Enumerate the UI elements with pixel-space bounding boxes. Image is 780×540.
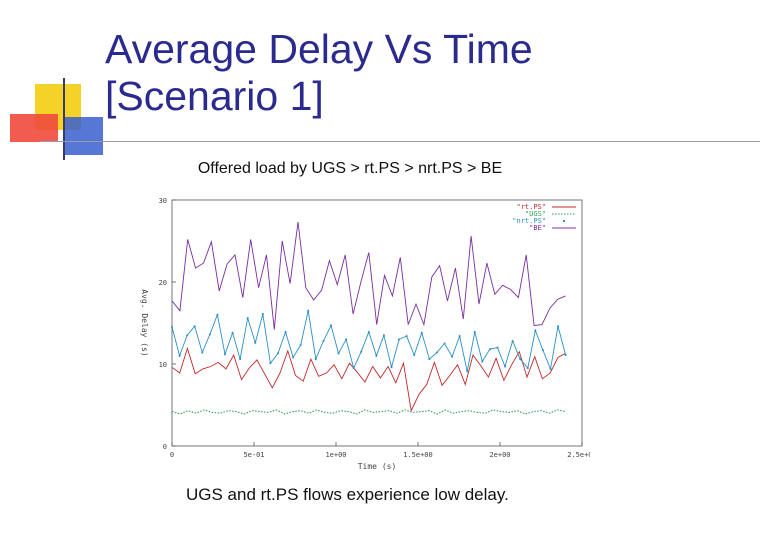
y-tick-label: 20	[159, 279, 167, 287]
data-point-nrt-ps	[246, 317, 249, 319]
delay-chart: 0 5e-01 1e+00 1.5e+00 2e+00 2.5e+00 0 10 20 30 Tim…	[140, 197, 590, 470]
data-point-nrt-ps	[277, 352, 279, 355]
data-point-nrt-ps	[178, 354, 181, 357]
data-point-nrt-ps	[360, 350, 363, 353]
data-point-nrt-ps	[519, 358, 522, 360]
data-point-nrt-ps	[489, 348, 491, 351]
deco-red-square	[10, 114, 58, 142]
x-tick-label: 0	[170, 451, 174, 459]
deco-blue-square	[63, 117, 103, 155]
data-point-nrt-ps	[292, 356, 295, 359]
data-point-nrt-ps	[526, 367, 529, 369]
data-point-nrt-ps	[284, 331, 287, 333]
legend-swatch-nrt-ps	[563, 220, 565, 222]
data-point-nrt-ps	[564, 354, 567, 356]
data-point-nrt-ps	[261, 313, 264, 315]
data-point-nrt-ps	[367, 331, 370, 333]
data-point-nrt-ps	[481, 360, 484, 363]
y-axis-label: Avg. Delay (s)	[140, 289, 149, 356]
data-point-nrt-ps	[375, 354, 378, 357]
data-point-nrt-ps	[337, 352, 340, 355]
series-line-nrt-ps	[171, 310, 567, 372]
data-point-nrt-ps	[473, 331, 476, 333]
data-point-nrt-ps	[413, 354, 416, 356]
data-point-nrt-ps	[549, 368, 552, 370]
legend-label-ugs: "UGS"	[525, 210, 546, 218]
data-point-nrt-ps	[307, 309, 310, 312]
data-point-nrt-ps	[405, 335, 408, 338]
data-point-nrt-ps	[504, 365, 506, 368]
data-point-nrt-ps	[239, 358, 242, 360]
legend-label-be: "BE"	[529, 224, 546, 232]
series-line-be	[171, 222, 566, 330]
slide-title-line1: Average Delay Vs Time	[105, 26, 533, 72]
data-point-nrt-ps	[511, 340, 514, 342]
data-point-nrt-ps	[254, 341, 257, 344]
data-point-nrt-ps	[231, 331, 234, 334]
data-point-nrt-ps	[186, 334, 189, 337]
data-point-nrt-ps	[443, 342, 446, 345]
data-point-nrt-ps	[314, 358, 317, 360]
data-point-nrt-ps	[541, 349, 544, 351]
data-point-nrt-ps	[269, 362, 272, 365]
data-point-nrt-ps	[420, 331, 423, 334]
deco-vertical-line	[63, 78, 65, 160]
x-tick-label: 2e+00	[489, 451, 510, 459]
data-point-nrt-ps	[208, 333, 211, 336]
data-point-nrt-ps	[390, 366, 393, 369]
y-tick-label: 30	[159, 197, 167, 205]
data-point-nrt-ps	[398, 338, 400, 341]
data-point-nrt-ps	[451, 355, 453, 358]
data-point-nrt-ps	[330, 324, 332, 327]
chart-subtitle: Offered load by UGS > rt.PS > nrt.PS > B…	[197, 160, 503, 177]
data-point-nrt-ps	[193, 325, 196, 328]
data-point-nrt-ps	[322, 340, 325, 342]
x-tick-label: 1e+00	[325, 451, 346, 459]
slide-title-line2: [Scenario 1]	[105, 73, 324, 119]
data-point-nrt-ps	[345, 338, 347, 341]
data-point-nrt-ps	[466, 370, 469, 373]
data-point-nrt-ps	[557, 325, 559, 328]
x-tick-label: 5e-01	[243, 451, 264, 459]
data-point-nrt-ps	[458, 335, 461, 338]
data-point-nrt-ps	[534, 329, 537, 332]
series-line-ugs	[171, 409, 566, 415]
plot-frame	[171, 199, 583, 447]
x-axis-label: Time (s)	[358, 462, 397, 470]
data-point-nrt-ps	[436, 351, 438, 354]
y-tick-label: 10	[159, 361, 167, 369]
data-point-nrt-ps	[352, 367, 355, 369]
deco-horizontal-line	[40, 141, 760, 142]
data-point-nrt-ps	[224, 353, 226, 356]
data-point-nrt-ps	[299, 344, 302, 347]
x-tick-label: 2.5e+00	[567, 451, 590, 459]
data-point-nrt-ps	[496, 346, 499, 349]
data-point-nrt-ps	[171, 326, 173, 328]
slide-caption: UGS and rt.PS flows experience low delay…	[186, 485, 509, 504]
slide-title: Average Delay Vs Time [Scenario 1]	[105, 26, 533, 120]
data-point-nrt-ps	[201, 351, 204, 354]
legend-label-rt-ps: "rt.PS"	[516, 203, 546, 211]
data-point-nrt-ps	[383, 334, 385, 337]
data-point-nrt-ps	[216, 313, 219, 316]
series-line-rt-ps	[171, 346, 566, 413]
legend-label-nrt-ps: "nrt.PS"	[512, 217, 546, 225]
y-tick-label: 0	[163, 443, 167, 451]
data-point-nrt-ps	[428, 358, 431, 360]
x-tick-label: 1.5e+00	[403, 451, 433, 459]
